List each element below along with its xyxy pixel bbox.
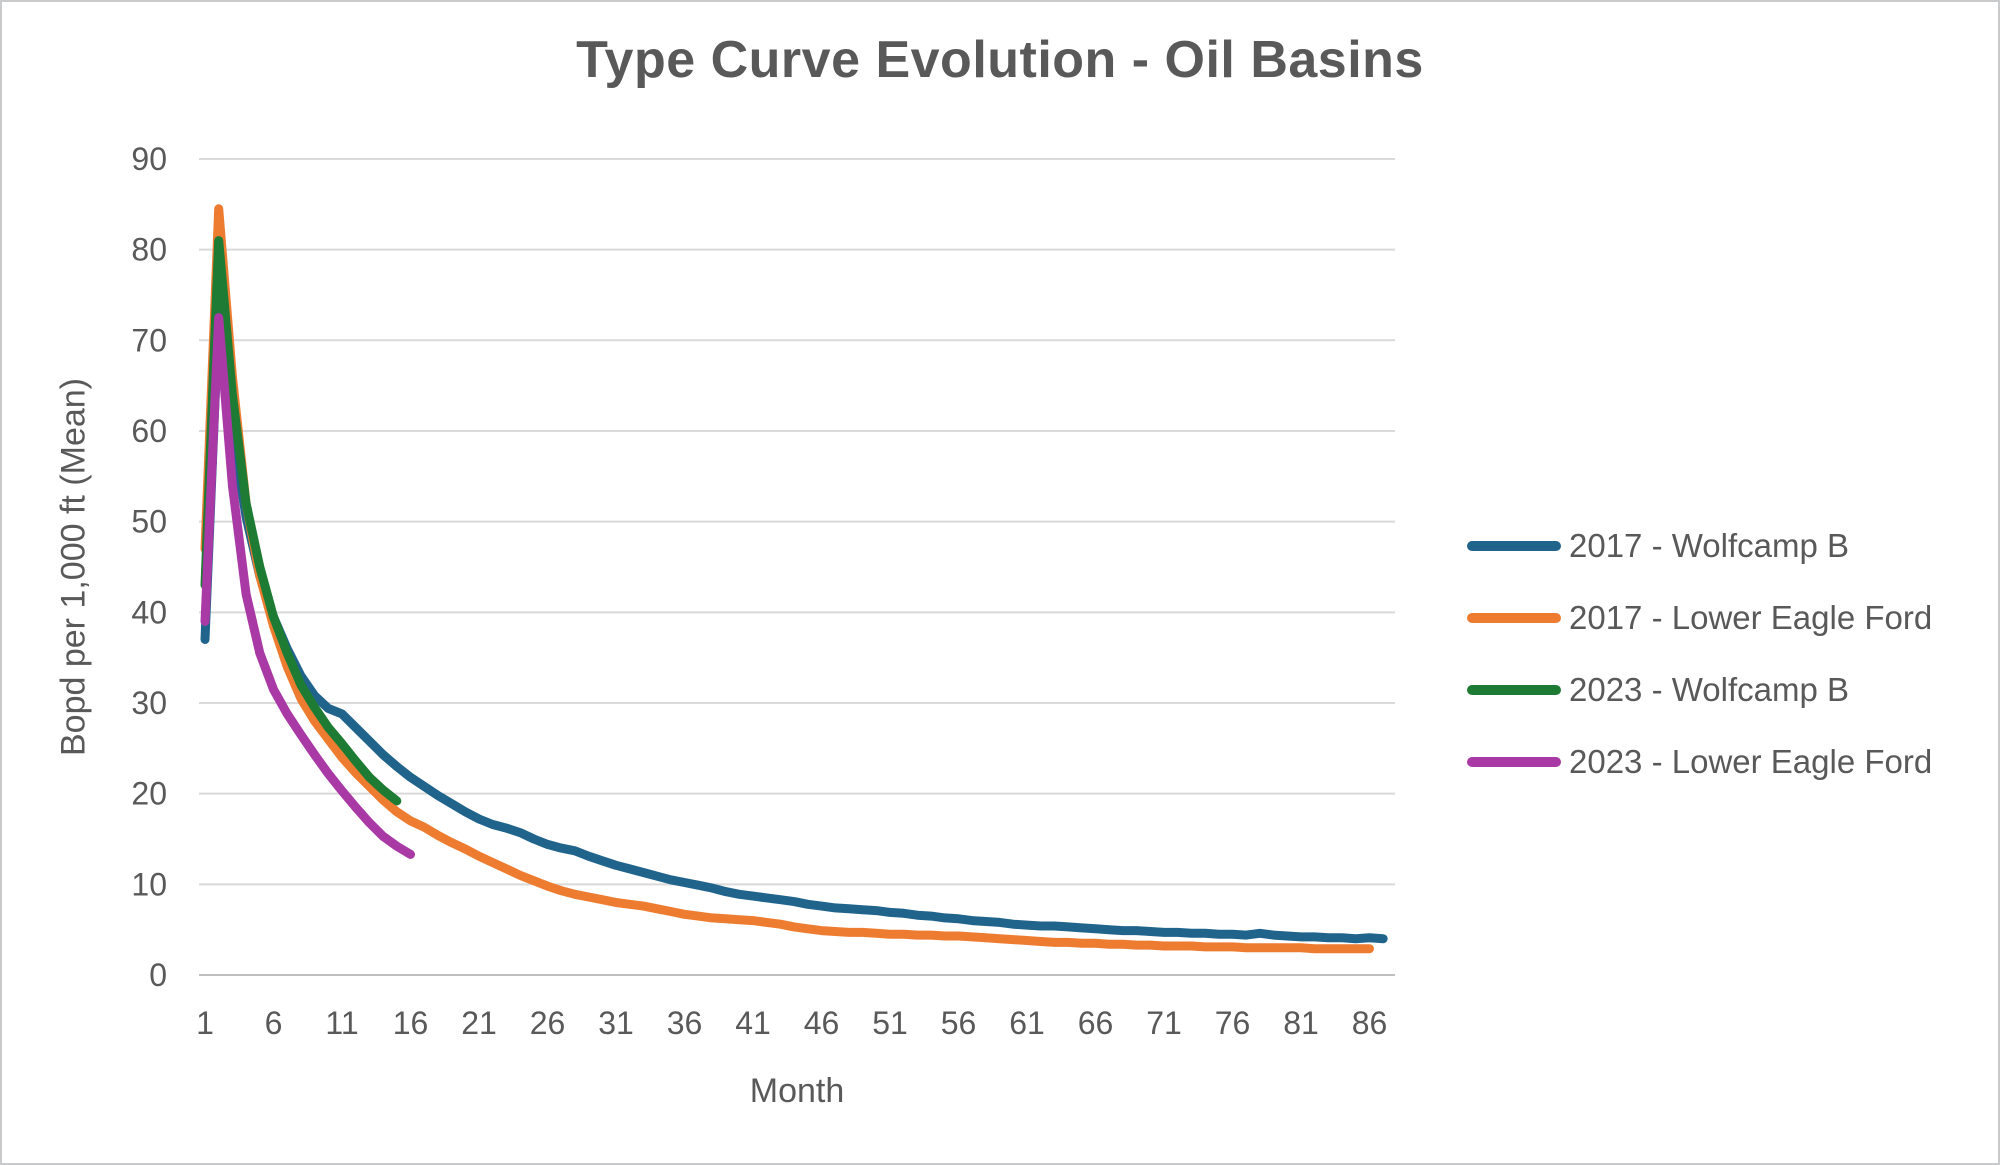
- legend-label: 2023 - Wolfcamp B: [1569, 671, 1850, 708]
- x-tick-label: 51: [872, 1005, 908, 1041]
- legend-swatch-2023-lower-eagle-ford: [1467, 757, 1561, 767]
- legend-label: 2023 - Lower Eagle Ford: [1569, 743, 1933, 780]
- y-tick-label: 20: [131, 776, 167, 812]
- legend-item: 2023 - Wolfcamp B: [1467, 671, 1932, 708]
- legend-swatch-2023-wolfcamp-b: [1467, 685, 1561, 695]
- x-tick-label: 71: [1146, 1005, 1182, 1041]
- x-tick-label: 81: [1283, 1005, 1319, 1041]
- x-axis-title: Month: [749, 1072, 845, 1110]
- y-tick-label: 30: [131, 685, 167, 721]
- x-tick-label: 31: [598, 1005, 634, 1041]
- x-tick-label: 46: [804, 1005, 840, 1041]
- series-line-2017-lower-eagle-ford: [200, 204, 1374, 954]
- x-tick-label: 66: [1078, 1005, 1114, 1041]
- x-tick-label: 11: [325, 1005, 358, 1041]
- x-tick-label: 86: [1352, 1005, 1388, 1041]
- series-line-2023-wolfcamp-b: [200, 236, 402, 806]
- x-tick-label: 56: [941, 1005, 977, 1041]
- y-tick-label: 0: [149, 957, 167, 993]
- y-tick-label: 10: [131, 866, 167, 902]
- x-tick-label: 6: [265, 1005, 283, 1041]
- y-tick-label: 40: [131, 594, 167, 630]
- series-line-2023-lower-eagle-ford: [200, 313, 415, 859]
- x-tick-label: 76: [1215, 1005, 1251, 1041]
- legend: 2017 - Wolfcamp B 2017 - Lower Eagle For…: [1467, 527, 1933, 780]
- legend-swatch-2017-lower-eagle-ford: [1467, 613, 1561, 623]
- x-tick-label: 21: [461, 1005, 497, 1041]
- x-tick-label: 26: [530, 1005, 566, 1041]
- x-tick-label: 1: [196, 1005, 214, 1041]
- x-tick-label: 61: [1009, 1005, 1045, 1041]
- legend-item: 2017 - Lower Eagle Ford: [1467, 599, 1933, 636]
- legend-label: 2017 - Lower Eagle Ford: [1569, 599, 1933, 636]
- y-tick-label: 70: [131, 322, 167, 358]
- y-tick-label: 90: [131, 141, 167, 177]
- legend-item: 2017 - Wolfcamp B: [1467, 527, 1932, 564]
- legend-label: 2017 - Wolfcamp B: [1569, 527, 1850, 564]
- y-tick-label: 80: [131, 232, 167, 268]
- y-axis-title: Bopd per 1,000 ft (Mean): [54, 377, 93, 757]
- legend-item: 2023 - Lower Eagle Ford: [1467, 743, 1933, 780]
- legend-swatch-2017-wolfcamp-b: [1467, 541, 1561, 551]
- x-tick-label: 16: [393, 1005, 429, 1041]
- y-tick-label: 60: [131, 413, 167, 449]
- series-line-2017-wolfcamp-b: [200, 308, 1388, 944]
- x-tick-label: 36: [667, 1005, 703, 1041]
- y-tick-label: 50: [131, 504, 167, 540]
- chart-title: Type Curve Evolution - Oil Basins: [576, 31, 1424, 89]
- x-tick-label: 41: [735, 1005, 771, 1041]
